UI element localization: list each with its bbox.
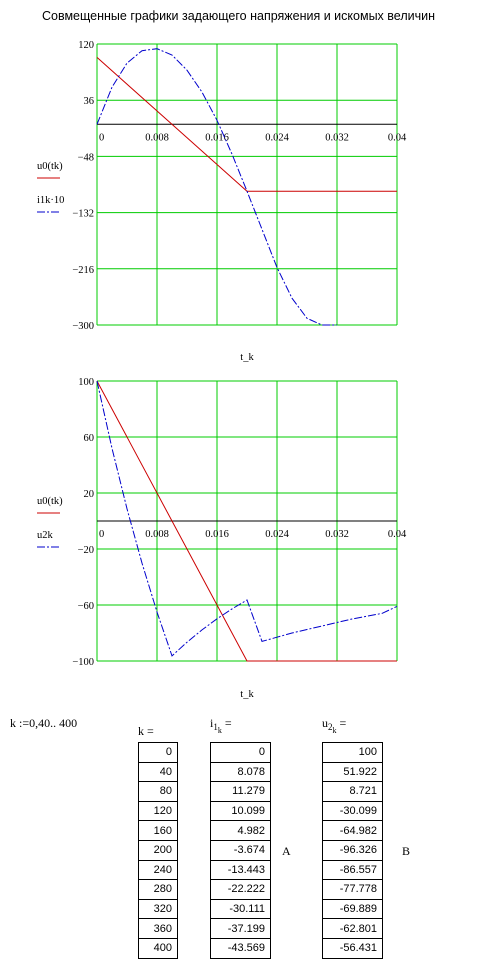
- k-cell: 400: [138, 937, 178, 959]
- chart-1: 120 36 −48 −132 −216 −300 0 0.008 0.016 0.024 0.03…: [37, 40, 407, 363]
- u2k-cell: 100: [322, 742, 383, 763]
- legend-entry-2: u2k: [37, 530, 60, 548]
- u2k-cell: -77.778: [322, 879, 383, 900]
- k-table: 0 40 80 120 160 200 240 280 320 360 400: [138, 742, 178, 959]
- y-tick-label: −20: [78, 545, 94, 556]
- x-tick-label: 0.024: [265, 132, 289, 143]
- y-tick-label: −60: [78, 601, 94, 612]
- i1k-cell: 8.078: [210, 761, 271, 783]
- y-tick-label: −48: [78, 152, 94, 163]
- i1k-cell: -37.199: [210, 918, 271, 939]
- i1k-cell: -22.222: [210, 879, 271, 900]
- x-tick-label: 0.032: [325, 529, 349, 540]
- legend-entry-1: u0(tk): [37, 496, 63, 514]
- k-cell: 280: [138, 879, 178, 900]
- u2k-cell: -96.326: [322, 839, 383, 861]
- k-cell: 40: [138, 761, 178, 783]
- i1k-unit: A: [282, 844, 291, 858]
- x-axis-label: t_k: [240, 689, 254, 700]
- i1k-cell: -30.111: [210, 898, 271, 920]
- u2k-cell: -62.801: [322, 918, 383, 939]
- u2k-cell: -30.099: [322, 800, 383, 822]
- i1k-cell: -3.674: [210, 839, 271, 861]
- series-line-2: [96, 380, 398, 657]
- u2k-cell: 8.721: [322, 781, 383, 802]
- legend-label: u0(tk): [37, 161, 63, 172]
- legend-label: i1k·10: [37, 195, 64, 206]
- k-cell: 240: [138, 859, 178, 881]
- series-line-2: [96, 48, 337, 326]
- u2k-table: 100 51.922 8.721 -30.099 -64.982 -96.326 -86.5…: [322, 742, 383, 959]
- y-tick-label: 120: [78, 40, 94, 51]
- y-tick-label: −300: [72, 321, 94, 332]
- x-tick-label: 0.024: [265, 529, 289, 540]
- i1k-cell: 4.982: [210, 820, 271, 841]
- u2k-cell: -56.431: [322, 937, 383, 959]
- i1k-table: 0 8.078 11.279 10.099 4.982 -3.674 -13.443 -22.…: [210, 742, 271, 959]
- u2k-cell: -86.557: [322, 859, 383, 881]
- y-tick-label: −216: [72, 265, 94, 276]
- series-line-1: [96, 380, 397, 662]
- u2k-cell: -64.982: [322, 820, 383, 841]
- page-title: Совмещенные графики задающего напряжения…: [41, 9, 435, 23]
- x-tick-label: 0.04: [388, 529, 407, 540]
- y-tick-label: −100: [72, 657, 94, 668]
- legend-entry-2: i1k·10: [37, 195, 64, 213]
- x-tick-label: 0.016: [205, 132, 229, 143]
- i1k-cell: 0: [210, 742, 271, 763]
- u2k-unit: B: [402, 844, 411, 858]
- k-cell: 360: [138, 918, 178, 939]
- y-tick-label: −132: [72, 209, 94, 220]
- y-tick-label: 36: [84, 96, 95, 107]
- k-cell: 120: [138, 800, 178, 822]
- x-tick-label: 0: [99, 529, 104, 540]
- k-cell: 320: [138, 898, 178, 920]
- legend-label: u2k: [37, 530, 54, 541]
- i1k-cell: 10.099: [210, 800, 271, 822]
- y-tick-label: 60: [84, 433, 95, 444]
- u2k-cell: -69.889: [322, 898, 383, 920]
- i1k-cell: 11.279: [210, 781, 271, 802]
- x-tick-label: 0: [99, 132, 104, 143]
- i1k-cell: -13.443: [210, 859, 271, 881]
- k-cell: 80: [138, 781, 178, 802]
- range-definition: k :=0,40.. 400: [10, 716, 78, 730]
- k-cell: 200: [138, 839, 178, 861]
- k-table-header: k =: [138, 724, 154, 738]
- x-tick-label: 0.016: [205, 529, 229, 540]
- legend-entry-1: u0(tk): [37, 161, 63, 179]
- x-axis-label: t_k: [240, 352, 254, 363]
- chart-2: 100 60 20 −20 −60 −100 0 0.008 0.016 0.024 0.032 0.…: [37, 377, 407, 700]
- y-tick-label: 100: [78, 377, 94, 388]
- x-tick-label: 0.008: [145, 132, 169, 143]
- x-tick-label: 0.008: [145, 529, 169, 540]
- legend-label: u0(tk): [37, 496, 63, 507]
- x-tick-label: 0.032: [325, 132, 349, 143]
- i1k-table-header: i1k =: [210, 716, 232, 736]
- y-tick-label: 20: [84, 489, 95, 500]
- x-tick-label: 0.04: [388, 132, 407, 143]
- u2k-table-header: u2k =: [322, 716, 347, 736]
- k-cell: 0: [138, 742, 178, 763]
- u2k-cell: 51.922: [322, 761, 383, 783]
- k-cell: 160: [138, 820, 178, 841]
- i1k-cell: -43.569: [210, 937, 271, 959]
